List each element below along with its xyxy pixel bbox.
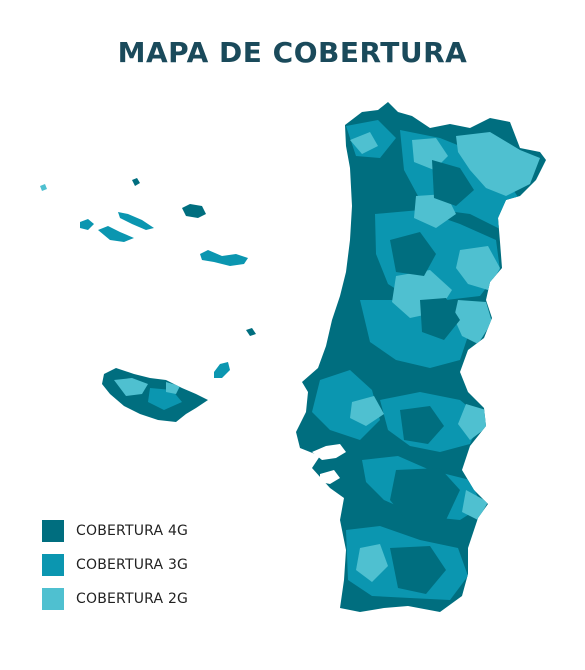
island-santa-maria: [246, 328, 256, 336]
legend-label-4g: COBERTURA 4G: [76, 523, 189, 539]
legend-label-2g: COBERTURA 2G: [76, 591, 189, 607]
legend-swatch-4g: [42, 520, 64, 542]
island-sao-miguel: [200, 250, 248, 266]
legend-item-4g: COBERTURA 4G: [42, 520, 188, 542]
tagus-estuary: [312, 444, 346, 460]
island-pico: [98, 226, 134, 242]
map-title: MAPA DE COBERTURA: [117, 36, 468, 69]
azores-islands: [40, 178, 256, 336]
sado-estuary: [320, 470, 340, 484]
legend-item-2g: COBERTURA 2G: [42, 588, 188, 610]
island-porto-santo: [214, 362, 230, 378]
island-faial: [80, 219, 94, 230]
island-corvo: [40, 184, 47, 191]
legend: COBERTURA 4G COBERTURA 3G COBERTURA 2G: [42, 520, 188, 610]
mainland-portugal: [296, 102, 546, 612]
legend-swatch-3g: [42, 554, 64, 576]
madeira-islands: [102, 362, 230, 422]
legend-label-3g: COBERTURA 3G: [76, 557, 189, 573]
legend-swatch-2g: [42, 588, 64, 610]
mainland-coverage-regions: [312, 120, 540, 600]
island-sao-jorge: [118, 212, 154, 230]
legend-item-3g: COBERTURA 3G: [42, 554, 188, 576]
island-terceira: [182, 204, 206, 218]
island-graciosa: [132, 178, 140, 186]
